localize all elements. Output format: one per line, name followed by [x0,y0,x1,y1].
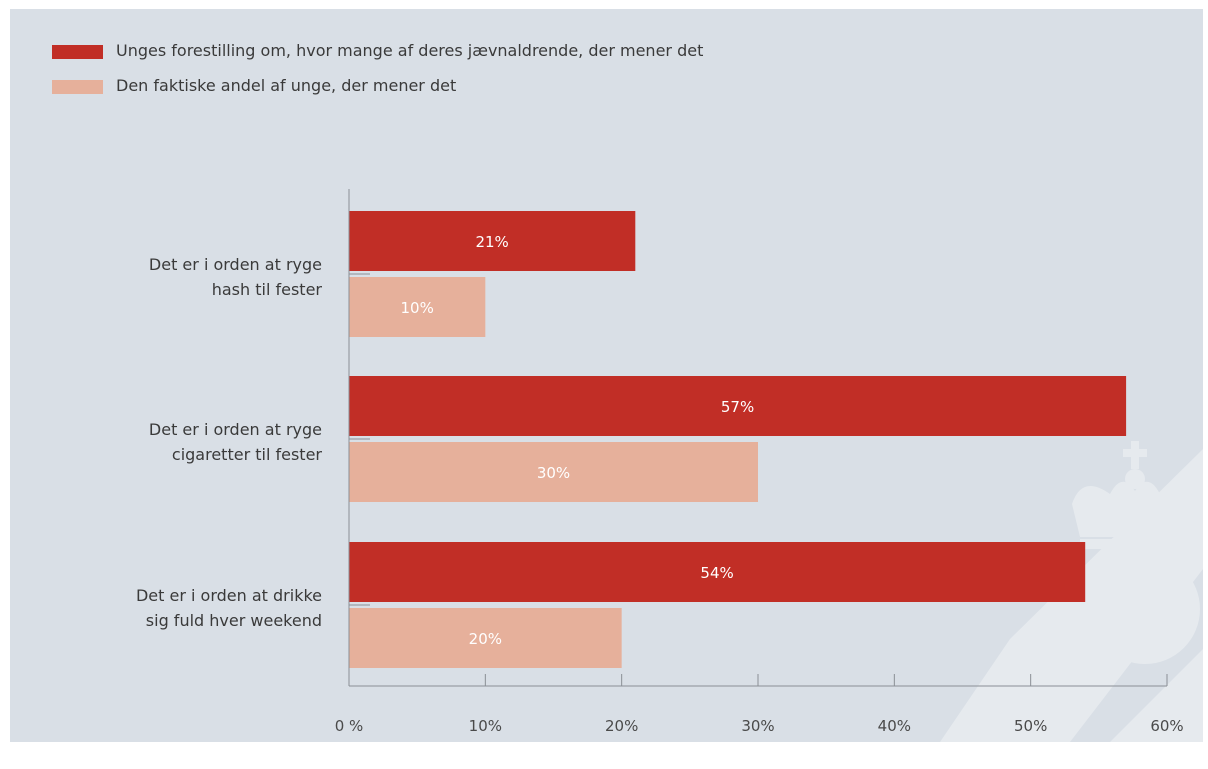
x-tick-label-2: 20% [605,717,638,735]
category-label-0: Det er i orden at ryge hash til fester [149,255,323,299]
axes-group [348,189,1168,687]
x-tick-label-0: 0 % [335,717,364,735]
legend-label-actual: Den faktiske andel af unge, der mener de… [116,76,457,95]
category-labels-group: Det er i orden at ryge hash til fester Det… [136,255,322,630]
bar-chart: 21% 10% 57% 30% 54% 20% Det er i orden at ryg… [136,189,1203,742]
data-label-perceived-2: 54% [700,564,733,582]
x-tick-labels-group: 0 % 10% 20% 30% 40% 50% 60% [335,717,1184,735]
bars-group [349,211,1127,668]
category-label-2: Det er i orden at drikke sig fuld hver we… [136,586,322,630]
legend-swatch-perceived [52,45,103,59]
x-tick-label-6: 60% [1150,717,1183,735]
data-labels-group: 21% 10% 57% 30% 54% 20% [400,233,754,648]
bar-perceived-1 [349,376,1127,436]
bar-perceived-0 [349,211,636,271]
x-tick-label-5: 50% [1014,717,1047,735]
bar-actual-0 [349,277,486,337]
data-label-actual-1: 30% [537,464,570,482]
bar-perceived-2 [349,542,1086,602]
data-label-perceived-1: 57% [721,398,754,416]
data-label-perceived-0: 21% [475,233,508,251]
data-label-actual-2: 20% [469,630,502,648]
bar-actual-1 [349,442,758,502]
legend-label-perceived: Unges forestilling om, hvor mange af der… [116,41,704,60]
data-label-actual-0: 10% [400,299,433,317]
chart-panel: Unges forestilling om, hvor mange af der… [10,9,1203,742]
x-tick-label-4: 40% [878,717,911,735]
bar-actual-2 [349,608,622,668]
x-tick-label-1: 10% [469,717,502,735]
x-tick-label-3: 30% [741,717,774,735]
category-label-1: Det er i orden at ryge cigaretter til fes… [149,420,323,464]
legend-swatch-actual [52,80,103,94]
